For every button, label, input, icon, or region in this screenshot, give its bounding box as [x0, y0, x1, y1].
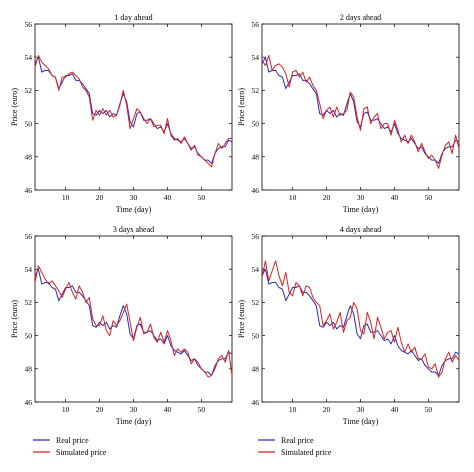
plot-frame: [261, 23, 460, 191]
y-axis-label: Price (euro): [237, 300, 246, 338]
y-tick-label: 48: [25, 365, 33, 374]
x-tick-label: 10: [62, 405, 70, 414]
x-tick-label: 10: [62, 193, 70, 202]
x-tick-label: 20: [96, 405, 104, 414]
chart-panel: 4 days ahead 46 48 50 52 54 56 10 20 30 40 50 Time (…: [237, 225, 460, 426]
x-tick-label: 10: [289, 193, 297, 202]
y-tick-label: 50: [252, 119, 260, 128]
x-tick-label: 50: [425, 405, 433, 414]
x-tick-label: 50: [198, 193, 206, 202]
y-tick-label: 56: [25, 20, 33, 29]
y-tick-label: 56: [25, 232, 33, 241]
chart-title: 2 days ahead: [340, 13, 381, 22]
chart-title: 3 days ahead: [113, 225, 154, 234]
x-tick-label: 20: [96, 193, 104, 202]
series-line-real: [34, 268, 233, 376]
series-line-simulated: [261, 55, 460, 169]
y-tick-label: 46: [25, 398, 33, 407]
y-axis-label: Price (euro): [10, 300, 19, 338]
x-tick-label: 30: [357, 193, 365, 202]
x-tick-label: 20: [323, 193, 331, 202]
legend-left: Real price Simulated price: [33, 436, 107, 457]
plot-frame: [34, 23, 233, 191]
y-axis-label: Price (euro): [10, 88, 19, 126]
x-tick-label: 30: [357, 405, 365, 414]
y-tick-label: 48: [252, 365, 260, 374]
y-tick-label: 52: [25, 298, 33, 307]
legend-label-real: Real price: [281, 436, 314, 445]
legend-label-real: Real price: [56, 436, 89, 445]
x-axis-label: Time (day): [343, 417, 379, 426]
y-tick-label: 46: [252, 398, 260, 407]
y-tick-label: 54: [25, 265, 33, 274]
series-line-simulated: [34, 55, 232, 168]
y-tick-label: 56: [252, 20, 260, 29]
plot-frame: [34, 235, 233, 403]
y-tick-label: 46: [252, 186, 260, 195]
x-axis-label: Time (day): [116, 205, 152, 214]
series-line-simulated: [34, 265, 233, 378]
x-tick-label: 40: [164, 405, 172, 414]
series-line-real: [34, 56, 233, 164]
y-tick-label: 54: [25, 53, 33, 62]
legend-label-simulated: Simulated price: [56, 448, 107, 457]
y-tick-label: 50: [25, 331, 33, 340]
x-tick-label: 40: [391, 405, 399, 414]
y-tick-label: 52: [252, 86, 260, 95]
x-tick-label: 10: [289, 405, 297, 414]
chart-panel: 1 day ahead 46 48 50 52 54 56 10 20 30 40 50 Time (d…: [10, 13, 233, 214]
x-tick-label: 50: [425, 193, 433, 202]
y-tick-label: 52: [25, 86, 33, 95]
chart-panel: 3 days ahead 46 48 50 52 54 56 10 20 30 40 50 Time (…: [10, 225, 233, 426]
y-tick-label: 46: [25, 186, 33, 195]
chart-title: 1 day ahead: [114, 13, 152, 22]
x-axis-label: Time (day): [116, 417, 152, 426]
legend: Real price Simulated price Real price Si…: [33, 436, 332, 457]
x-tick-label: 40: [391, 193, 399, 202]
series-line-real: [261, 268, 460, 376]
legend-right: Real price Simulated price: [258, 436, 332, 457]
series-line-real: [261, 56, 460, 164]
series-line-simulated: [261, 260, 460, 378]
x-tick-label: 40: [164, 193, 172, 202]
plot-frame: [261, 235, 460, 403]
x-tick-label: 30: [130, 193, 138, 202]
y-tick-label: 56: [252, 232, 260, 241]
y-tick-label: 48: [25, 153, 33, 162]
y-tick-label: 48: [252, 153, 260, 162]
y-axis-label: Price (euro): [237, 88, 246, 126]
x-tick-label: 30: [130, 405, 138, 414]
y-tick-label: 54: [252, 265, 260, 274]
x-tick-label: 50: [198, 405, 206, 414]
y-tick-label: 52: [252, 298, 260, 307]
y-tick-label: 50: [25, 119, 33, 128]
y-tick-label: 54: [252, 53, 260, 62]
chart-panel: 2 days ahead 46 48 50 52 54 56 10 20 30 40 50 Time (…: [237, 13, 460, 214]
y-tick-label: 50: [252, 331, 260, 340]
legend-label-simulated: Simulated price: [281, 448, 332, 457]
x-axis-label: Time (day): [343, 205, 379, 214]
x-tick-label: 20: [323, 405, 331, 414]
chart-title: 4 days ahead: [340, 225, 381, 234]
